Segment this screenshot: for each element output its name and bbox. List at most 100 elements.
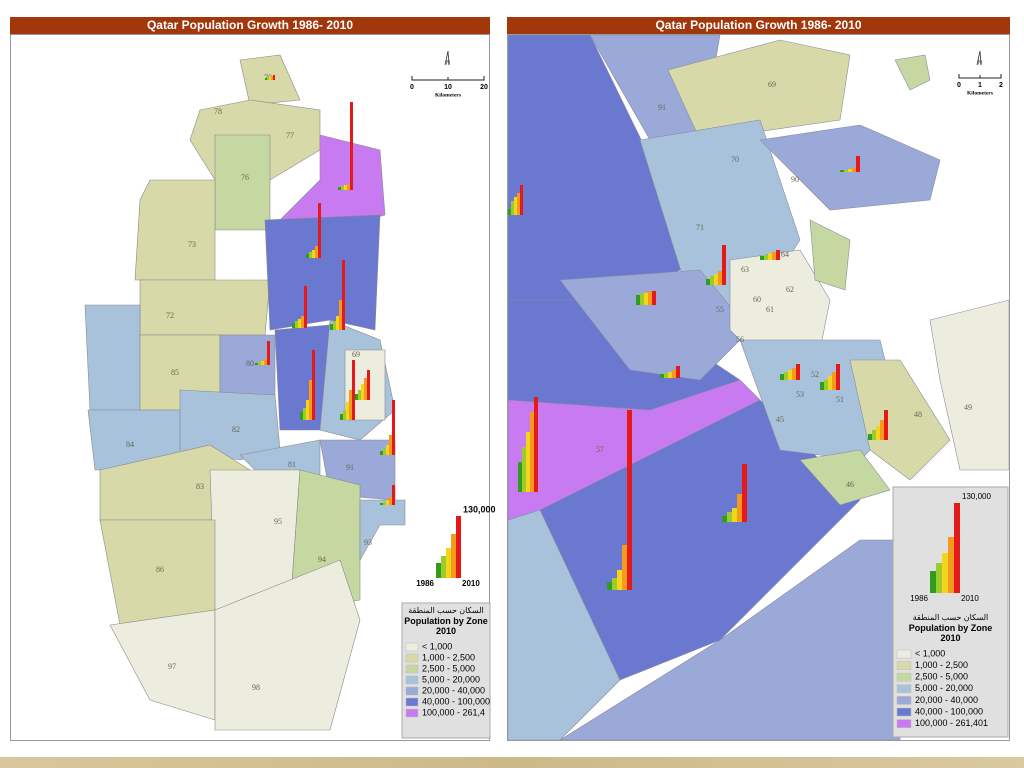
legend-label: 100,000 - 261,401 [915,718,988,728]
bar [392,485,395,505]
zone-label: 53 [796,390,804,399]
zone-label: 71 [696,223,704,232]
scale-tick-label: 0 [410,84,414,91]
zone-label: 48 [914,410,922,419]
zone-label: 61 [766,305,774,314]
bar [344,185,347,190]
legend-label: 1,000 - 2,500 [915,660,968,670]
bar [273,75,275,80]
bar [312,350,315,420]
bar [796,364,800,380]
bar-key-max: 130,000 [463,504,496,514]
bar [530,412,534,492]
legend-swatch [405,653,419,663]
zone-label: 64 [781,250,789,259]
bar [514,197,517,215]
bar [350,102,353,190]
bar [880,420,884,440]
legend-swatch [405,675,419,685]
zone-labels: 7078777673728580848281838695949397986991 [126,73,372,692]
bar [664,373,668,378]
north-label: N [978,61,982,67]
bar [349,390,352,420]
zone-label: 51 [836,395,844,404]
scale-tick-label: 20 [480,84,488,91]
bar [710,276,714,285]
footer-strip [0,757,1024,768]
bar [648,291,652,305]
bar [364,378,367,400]
zone-labels: 69 91 90 70 71 63 64 60 62 61 55 56 48 49 57 45 46 52 51 53 [596,80,972,489]
zone-label: 84 [126,440,134,449]
zone-label: 57 [596,445,604,454]
bar [672,370,676,378]
bar [706,279,710,285]
legend-label: < 1,000 [422,641,452,651]
bar [383,502,386,505]
bar [346,402,349,420]
bar [342,260,345,330]
zone-label: 62 [786,285,794,294]
legend-swatch [405,642,419,652]
bar [722,245,726,285]
bar [298,319,301,328]
zone-label: 56 [736,335,744,344]
scale-bar [958,74,1002,79]
panel-content: Qatar Population Growth 1986- 2010707877… [126,18,496,717]
bar [386,445,389,455]
zone-label: 69 [768,80,776,89]
zone-label: 49 [964,403,972,412]
legend-title-line: 2010 [436,626,456,636]
bar [652,291,656,305]
bar [517,193,520,215]
bar [456,516,461,578]
bar-key-end: 2010 [961,594,979,603]
legend-label: 40,000 - 100,000 [915,706,983,716]
zone-label: 46 [846,480,854,489]
bar [737,494,742,522]
bar [820,382,824,390]
zone-label: 70 [731,155,739,164]
legend-swatch [896,649,912,659]
bar [312,250,315,258]
bar [292,323,295,328]
bar [776,250,780,260]
bar [522,447,526,492]
bar [612,578,617,590]
legend-box [892,486,1009,738]
bar [367,370,370,400]
legend-swatch [405,686,419,696]
legend-title-line: Population by Zone [404,616,488,626]
zone-label: 95 [274,517,282,526]
left-panel [10,17,491,741]
legend-swatch [896,684,912,694]
legend-swatch [896,707,912,717]
bar [954,503,960,593]
bar [636,295,640,305]
zone-label: 63 [741,265,749,274]
bar [840,170,844,172]
bar [441,556,446,578]
bar [732,508,737,522]
bar [383,449,386,455]
bar [303,408,306,420]
bar [446,548,451,578]
legend-label: 2,500 - 5,000 [915,672,968,682]
zone-label: 52 [811,370,819,379]
scale-tick-label: 1 [978,82,982,89]
bar-key-start: 1986 [910,594,928,603]
legend-swatch [405,708,419,718]
bar [660,374,664,378]
bar [518,462,522,492]
bar [318,203,321,258]
legend-swatch [896,719,912,728]
legend-label: 5,000 - 20,000 [422,674,480,684]
legend-label: 20,000 - 40,000 [915,695,978,705]
bar [844,170,848,172]
bar [617,570,622,590]
legend-title-line: Population by Zone [909,623,993,633]
bar [622,545,627,590]
bar [389,435,392,455]
zone-label: 97 [168,662,176,671]
legend-swatch [896,696,912,705]
